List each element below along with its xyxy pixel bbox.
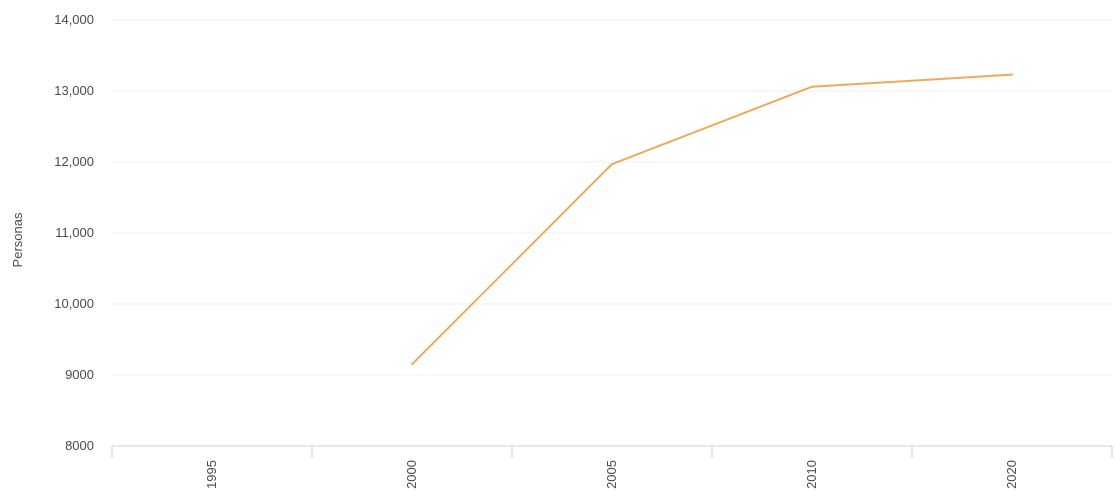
x-tick-label: 2020 [1004,460,1019,489]
y-tick-label: 12,000 [54,154,94,169]
y-tick-label: 9000 [65,367,94,382]
series-line [411,73,1013,366]
y-tick-label: 10,000 [54,296,94,311]
x-tick-label: 2005 [604,460,619,489]
x-tick-label: 2000 [404,460,419,489]
axes [111,445,1113,458]
x-tick-label: 1995 [204,460,219,489]
x-tick-label: 2010 [804,460,819,489]
y-tick-label: 11,000 [55,225,94,240]
y-tick-labels: 8000 9000 10,000 11,000 12,000 13,000 14,000 [54,12,94,453]
y-axis-title: Personas [10,212,25,267]
grid [112,19,1112,376]
series-lines [411,73,1013,366]
x-tick-labels: 1995 2000 2005 2010 2020 [204,460,1019,489]
y-tick-label: 8000 [65,438,94,453]
y-tick-label: 14,000 [54,12,94,27]
y-tick-label: 13,000 [54,83,94,98]
